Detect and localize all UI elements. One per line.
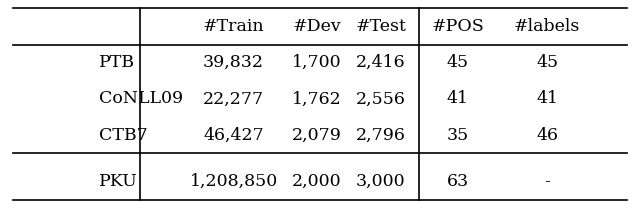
Text: CoNLL09: CoNLL09 xyxy=(99,90,183,107)
Text: 1,762: 1,762 xyxy=(292,90,342,107)
Text: 1,208,850: 1,208,850 xyxy=(189,173,278,190)
Text: 2,796: 2,796 xyxy=(356,127,406,144)
Text: 22,277: 22,277 xyxy=(203,90,264,107)
Text: 1,700: 1,700 xyxy=(292,54,342,71)
Text: #Train: #Train xyxy=(203,18,264,35)
Text: CTB7: CTB7 xyxy=(99,127,148,144)
Text: #labels: #labels xyxy=(514,18,580,35)
Text: -: - xyxy=(544,173,550,190)
Text: PKU: PKU xyxy=(99,173,138,190)
Text: 2,079: 2,079 xyxy=(292,127,342,144)
Text: 3,000: 3,000 xyxy=(356,173,406,190)
Text: 35: 35 xyxy=(447,127,468,144)
Text: 39,832: 39,832 xyxy=(203,54,264,71)
Text: 2,556: 2,556 xyxy=(356,90,406,107)
Text: #Dev: #Dev xyxy=(292,18,341,35)
Text: 41: 41 xyxy=(536,90,558,107)
Text: 41: 41 xyxy=(447,90,468,107)
Text: 2,416: 2,416 xyxy=(356,54,406,71)
Text: #Test: #Test xyxy=(355,18,406,35)
Text: 45: 45 xyxy=(536,54,558,71)
Text: 63: 63 xyxy=(447,173,468,190)
Text: #POS: #POS xyxy=(431,18,484,35)
Text: 46: 46 xyxy=(536,127,558,144)
Text: 2,000: 2,000 xyxy=(292,173,342,190)
Text: 46,427: 46,427 xyxy=(204,127,264,144)
Text: 45: 45 xyxy=(447,54,468,71)
Text: PTB: PTB xyxy=(99,54,135,71)
